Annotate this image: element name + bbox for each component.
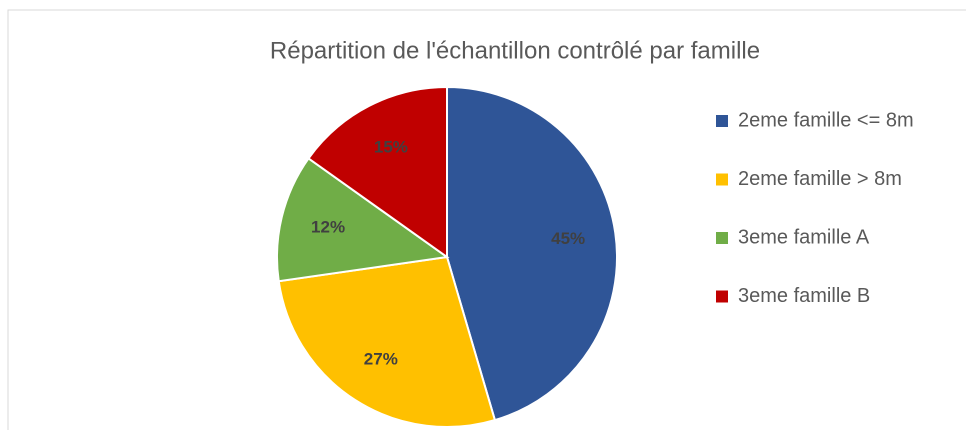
legend-swatch: [716, 173, 728, 186]
data-label: 15%: [374, 138, 408, 157]
pie-slice: [307, 85, 448, 259]
chart-title: Répartition de l'échantillon contrôlé pa…: [270, 37, 760, 64]
legend-swatch: [716, 290, 728, 303]
legend-label: 2eme famille <= 8m: [738, 109, 914, 131]
legend-swatch: [716, 115, 728, 127]
legend-label: 2eme famille > 8m: [738, 168, 902, 190]
data-label: 12%: [311, 218, 345, 237]
data-label: 45%: [551, 229, 585, 248]
pie-slice: [277, 255, 497, 428]
data-label: 27%: [364, 349, 398, 368]
legend-label: 3eme famille A: [738, 226, 870, 248]
pie-slice: [446, 85, 618, 422]
legend-swatch: [716, 232, 728, 244]
legend-label: 3eme famille B: [738, 285, 870, 307]
pie-slice: [276, 156, 450, 283]
